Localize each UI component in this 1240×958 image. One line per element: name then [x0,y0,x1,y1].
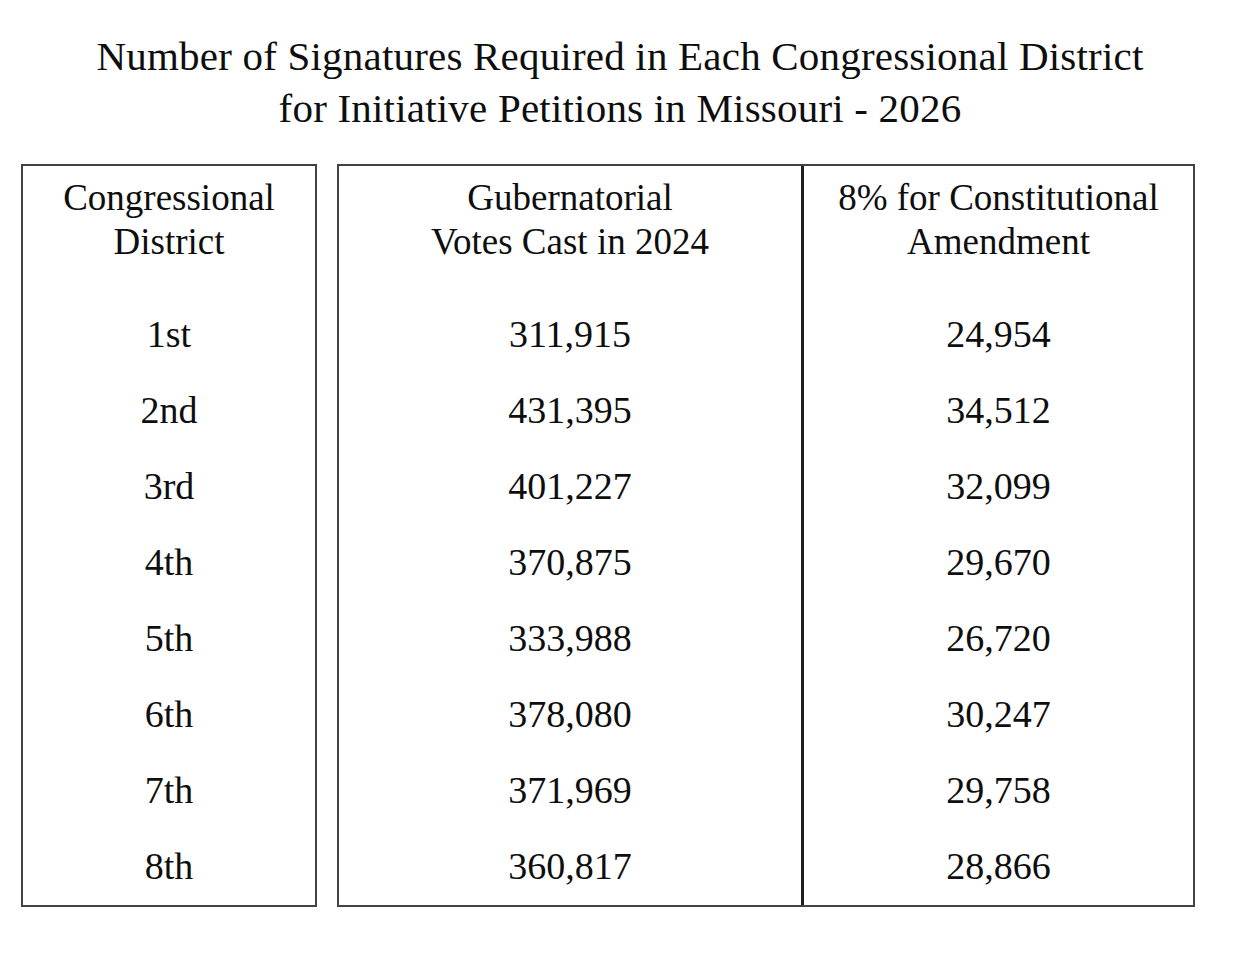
district-column: Congressional District 1st 2nd 3rd 4th 5… [23,166,315,904]
district-cell: 3rd [23,448,315,524]
signatures-cell: 34,512 [804,372,1193,448]
column-header-district: Congressional District [23,166,315,296]
page-title: Number of Signatures Required in Each Co… [0,30,1240,134]
votes-cell: 371,969 [339,752,801,828]
district-cell: 4th [23,524,315,600]
signatures-cell: 29,758 [804,752,1193,828]
district-cell: 5th [23,600,315,676]
district-cell: 6th [23,676,315,752]
signatures-cell: 28,866 [804,828,1193,904]
district-cell: 2nd [23,372,315,448]
signatures-cell: 26,720 [804,600,1193,676]
signatures-cell: 29,670 [804,524,1193,600]
district-cell: 8th [23,828,315,904]
votes-signatures-box: Gubernatorial Votes Cast in 2024 311,915… [337,164,1195,907]
votes-cell: 360,817 [339,828,801,904]
signatures-cell: 32,099 [804,448,1193,524]
signatures-cell: 30,247 [804,676,1193,752]
signatures-cell: 24,954 [804,296,1193,372]
votes-cell: 431,395 [339,372,801,448]
district-cell: 1st [23,296,315,372]
votes-cell: 401,227 [339,448,801,524]
votes-cell: 370,875 [339,524,801,600]
column-header-signatures: 8% for Constitutional Amendment [804,166,1193,296]
column-header-votes: Gubernatorial Votes Cast in 2024 [339,166,801,296]
votes-column: Gubernatorial Votes Cast in 2024 311,915… [339,166,801,905]
district-cell: 7th [23,752,315,828]
signatures-column: 8% for Constitutional Amendment 24,954 3… [804,166,1193,905]
votes-cell: 333,988 [339,600,801,676]
votes-cell: 378,080 [339,676,801,752]
district-column-box: Congressional District 1st 2nd 3rd 4th 5… [21,164,317,907]
votes-cell: 311,915 [339,296,801,372]
